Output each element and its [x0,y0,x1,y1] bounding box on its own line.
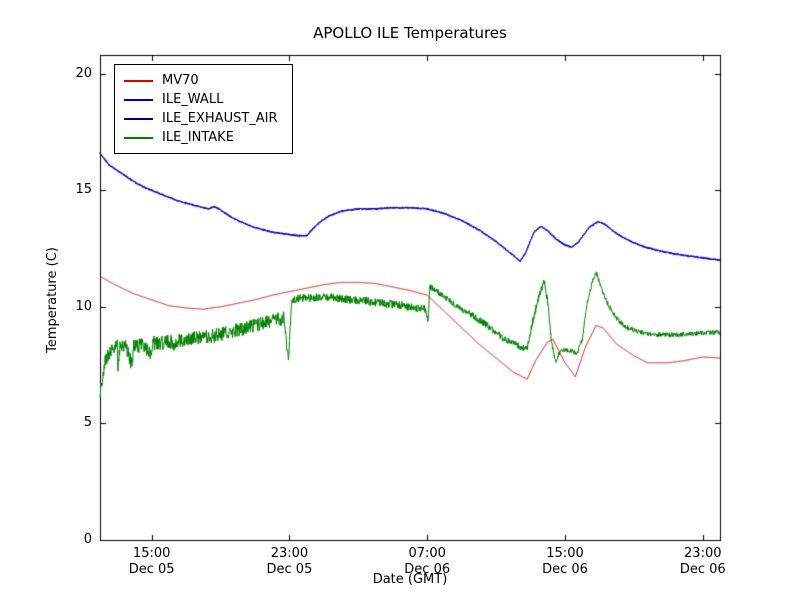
legend-label: ILE_EXHAUST_AIR [162,111,278,126]
legend-item-mv70: MV70 [124,71,278,90]
legend-line-swatch-ile-intake [124,136,153,139]
x-tick-label: 07:00 Dec 06 [404,546,451,577]
chart-title: APOLLO ILE Temperatures [313,24,507,42]
y-tick-label: 20 [75,65,92,81]
legend-label: ILE_WALL [162,92,224,107]
x-tick-label: 23:00 Dec 06 [679,546,726,577]
legend-item-ile-wall: ILE_WALL [124,90,278,109]
x-tick-label: 15:00 Dec 06 [542,546,588,577]
legend: MV70 ILE_WALL ILE_EXHAUST_AIR ILE_INTAKE [114,64,293,154]
legend-item-ile-exhaust-air: ILE_EXHAUST_AIR [124,109,278,128]
legend-line-swatch-ile-wall [124,98,153,101]
legend-label: ILE_INTAKE [162,130,234,145]
y-tick-label: 5 [83,415,92,431]
x-tick-label: 23:00 Dec 05 [266,546,313,577]
legend-item-ile-intake: ILE_INTAKE [124,128,278,147]
y-tick-label: 10 [75,298,92,314]
y-tick-label: 15 [75,182,92,198]
x-tick-label: 15:00 Dec 05 [128,546,175,577]
y-tick-label: 0 [83,532,92,547]
legend-line-swatch-mv70 [124,79,153,82]
x-axis-label: Date (GMT) [372,572,448,587]
legend-line-swatch-ile-exhaust-air [124,117,153,120]
legend-label: MV70 [162,73,199,88]
